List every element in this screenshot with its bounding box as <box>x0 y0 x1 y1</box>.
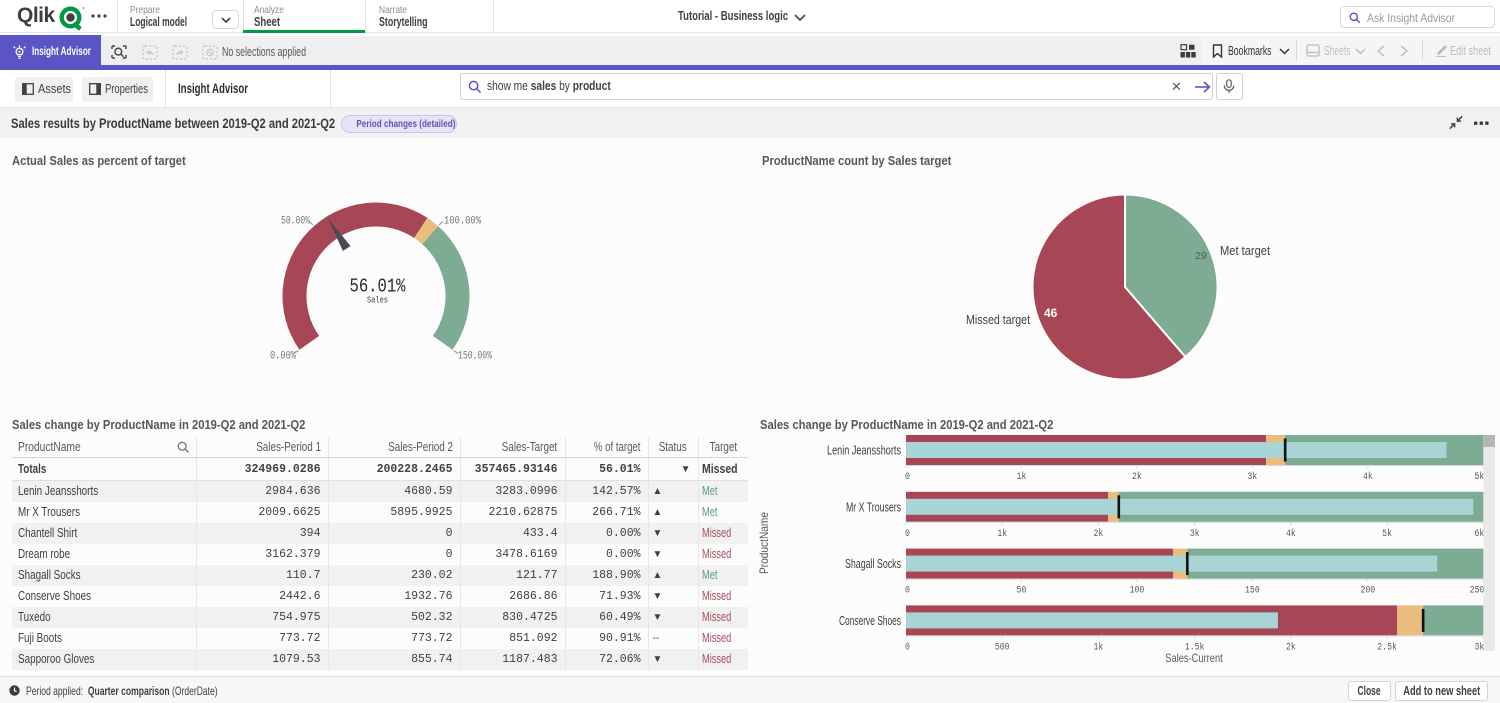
svg-text:ProductName: ProductName <box>757 512 771 574</box>
svg-text:3k: 3k <box>1475 641 1485 653</box>
svg-text:100: 100 <box>1130 585 1145 597</box>
svg-text:6k: 6k <box>1475 528 1485 540</box>
svg-text:0: 0 <box>905 528 910 540</box>
svg-text:1k: 1k <box>1017 471 1027 483</box>
svg-text:0: 0 <box>905 585 910 597</box>
svg-text:5k: 5k <box>1475 471 1485 483</box>
svg-text:4k: 4k <box>1363 471 1373 483</box>
svg-text:3k: 3k <box>1190 528 1200 540</box>
svg-text:Shagall Socks: Shagall Socks <box>845 556 901 571</box>
svg-text:500: 500 <box>995 641 1010 653</box>
svg-text:50.00%: 50.00% <box>281 216 310 228</box>
svg-text:2k: 2k <box>1286 641 1296 653</box>
svg-text:2k: 2k <box>1094 528 1104 540</box>
svg-text:2k: 2k <box>1132 471 1142 483</box>
svg-text:Conserve Shoes: Conserve Shoes <box>839 613 901 628</box>
svg-text:200: 200 <box>1360 585 1375 597</box>
svg-text:5k: 5k <box>1382 528 1392 540</box>
svg-text:0: 0 <box>905 471 910 483</box>
svg-text:Mr X Trousers: Mr X Trousers <box>846 499 901 514</box>
svg-text:56.01%: 56.01% <box>350 276 406 298</box>
svg-text:Lenin Jeansshorts: Lenin Jeansshorts <box>827 443 901 458</box>
svg-text:0.00%: 0.00% <box>270 351 296 363</box>
svg-text:150.00%: 150.00% <box>458 351 492 363</box>
svg-text:50: 50 <box>1017 585 1027 597</box>
svg-text:1k: 1k <box>1094 641 1104 653</box>
svg-text:100.00%: 100.00% <box>444 216 481 228</box>
svg-text:1k: 1k <box>997 528 1007 540</box>
svg-text:3k: 3k <box>1247 471 1257 483</box>
svg-text:150: 150 <box>1245 585 1260 597</box>
svg-text:2.5k: 2.5k <box>1377 641 1397 653</box>
svg-text:Sales-Current: Sales-Current <box>1165 651 1223 665</box>
svg-text:250: 250 <box>1470 585 1485 597</box>
svg-text:0: 0 <box>905 641 910 653</box>
svg-text:Sales: Sales <box>367 295 388 306</box>
svg-text:1.5k: 1.5k <box>1185 641 1205 653</box>
svg-text:4k: 4k <box>1286 528 1296 540</box>
